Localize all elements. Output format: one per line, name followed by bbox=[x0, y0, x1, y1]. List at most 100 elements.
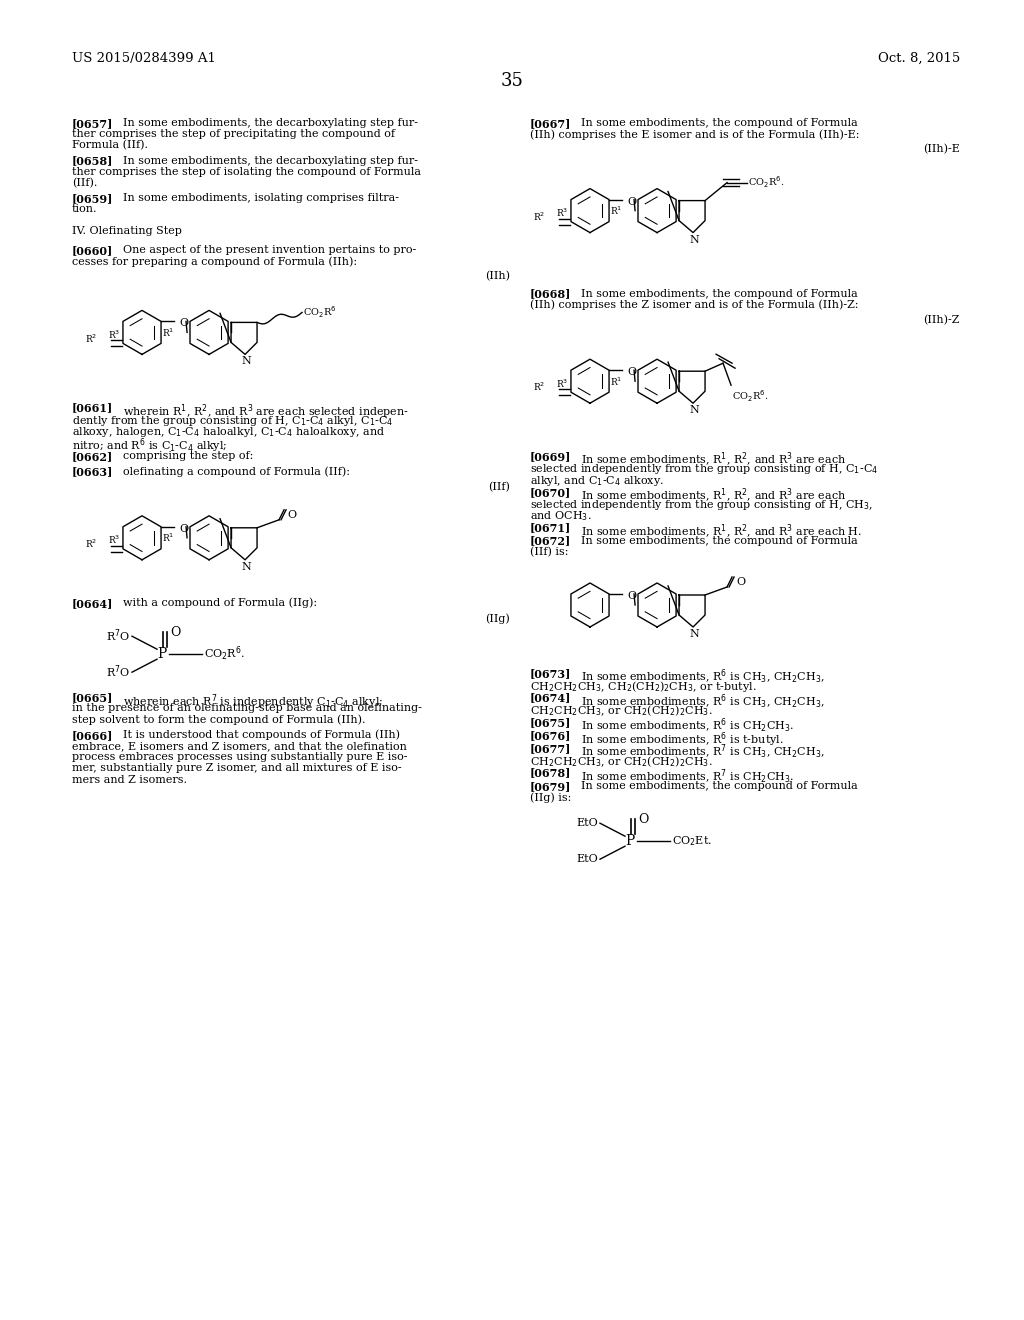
Text: [0658]: [0658] bbox=[72, 156, 114, 166]
Text: O: O bbox=[179, 318, 188, 329]
Text: cesses for preparing a compound of Formula (IIh):: cesses for preparing a compound of Formu… bbox=[72, 256, 357, 267]
Text: In some embodiments, the compound of Formula: In some embodiments, the compound of For… bbox=[574, 781, 858, 791]
Text: olefinating a compound of Formula (IIf):: olefinating a compound of Formula (IIf): bbox=[116, 466, 350, 477]
Text: alkyl, and C$_1$-C$_4$ alkoxy.: alkyl, and C$_1$-C$_4$ alkoxy. bbox=[530, 474, 664, 487]
Text: In some embodiments, R$^1$, R$^2$, and R$^3$ are each H.: In some embodiments, R$^1$, R$^2$, and R… bbox=[574, 523, 862, 541]
Text: mer, substantially pure Z isomer, and all mixtures of E iso-: mer, substantially pure Z isomer, and al… bbox=[72, 763, 401, 774]
Text: N: N bbox=[689, 405, 699, 416]
Text: In some embodiments, R$^7$ is CH$_2$CH$_3$.: In some embodiments, R$^7$ is CH$_2$CH$_… bbox=[574, 768, 795, 785]
Text: [0659]: [0659] bbox=[72, 193, 114, 205]
Text: O: O bbox=[179, 524, 188, 533]
Text: wherein each R$^7$ is independently C$_1$-C$_4$ alkyl;: wherein each R$^7$ is independently C$_1… bbox=[116, 692, 383, 710]
Text: [0679]: [0679] bbox=[530, 781, 571, 792]
Text: CO$_2$R$^6$: CO$_2$R$^6$ bbox=[303, 305, 337, 321]
Text: N: N bbox=[242, 356, 251, 367]
Text: with a compound of Formula (IIg):: with a compound of Formula (IIg): bbox=[116, 598, 317, 609]
Text: [0661]: [0661] bbox=[72, 403, 114, 413]
Text: [0669]: [0669] bbox=[530, 451, 571, 462]
Text: Oct. 8, 2015: Oct. 8, 2015 bbox=[878, 51, 961, 65]
Text: [0671]: [0671] bbox=[530, 523, 571, 533]
Text: In some embodiments, R$^1$, R$^2$, and R$^3$ are each: In some embodiments, R$^1$, R$^2$, and R… bbox=[574, 487, 846, 506]
Text: ther comprises the step of isolating the compound of Formula: ther comprises the step of isolating the… bbox=[72, 166, 421, 177]
Text: [0668]: [0668] bbox=[530, 289, 571, 300]
Text: [0677]: [0677] bbox=[530, 743, 571, 754]
Text: It is understood that compounds of Formula (IIh): It is understood that compounds of Formu… bbox=[116, 730, 400, 741]
Text: R$^3$: R$^3$ bbox=[556, 207, 568, 219]
Text: R$^7$O: R$^7$O bbox=[105, 628, 130, 644]
Text: 35: 35 bbox=[501, 73, 523, 90]
Text: O: O bbox=[638, 813, 648, 826]
Text: R$^1$: R$^1$ bbox=[162, 326, 174, 339]
Text: R$^7$O: R$^7$O bbox=[105, 664, 130, 681]
Text: In some embodiments, R$^7$ is CH$_3$, CH$_2$CH$_3$,: In some embodiments, R$^7$ is CH$_3$, CH… bbox=[574, 743, 824, 762]
Text: In some embodiments, R$^1$, R$^2$, and R$^3$ are each: In some embodiments, R$^1$, R$^2$, and R… bbox=[574, 451, 846, 470]
Text: R$^3$: R$^3$ bbox=[108, 533, 120, 546]
Text: [0663]: [0663] bbox=[72, 466, 114, 478]
Text: (IIf).: (IIf). bbox=[72, 178, 97, 189]
Text: tion.: tion. bbox=[72, 205, 97, 214]
Text: dently from the group consisting of H, C$_1$-C$_4$ alkyl, C$_1$-C$_4$: dently from the group consisting of H, C… bbox=[72, 413, 393, 428]
Text: One aspect of the present invention pertains to pro-: One aspect of the present invention pert… bbox=[116, 244, 416, 255]
Text: [0660]: [0660] bbox=[72, 244, 114, 256]
Text: (IIg) is:: (IIg) is: bbox=[530, 792, 571, 803]
Text: EtO: EtO bbox=[577, 854, 598, 865]
Text: In some embodiments, R$^6$ is t-butyl.: In some embodiments, R$^6$ is t-butyl. bbox=[574, 730, 783, 748]
Text: O: O bbox=[627, 591, 636, 601]
Text: R$^1$: R$^1$ bbox=[162, 532, 174, 544]
Text: O: O bbox=[627, 367, 636, 378]
Text: (IIh) comprises the Z isomer and is of the Formula (IIh)-Z:: (IIh) comprises the Z isomer and is of t… bbox=[530, 300, 858, 310]
Text: In some embodiments, R$^6$ is CH$_3$, CH$_2$CH$_3$,: In some embodiments, R$^6$ is CH$_3$, CH… bbox=[574, 668, 824, 686]
Text: EtO: EtO bbox=[577, 818, 598, 828]
Text: [0674]: [0674] bbox=[530, 693, 571, 704]
Text: [0676]: [0676] bbox=[530, 730, 571, 741]
Text: CO$_2$R$^6$.: CO$_2$R$^6$. bbox=[749, 174, 784, 190]
Text: mers and Z isomers.: mers and Z isomers. bbox=[72, 775, 187, 784]
Text: O: O bbox=[736, 577, 745, 587]
Text: (IIh)-E: (IIh)-E bbox=[923, 144, 961, 154]
Text: O: O bbox=[627, 197, 636, 207]
Text: (IIf): (IIf) bbox=[488, 482, 510, 492]
Text: P: P bbox=[626, 834, 635, 849]
Text: (IIg): (IIg) bbox=[485, 612, 510, 623]
Text: and OCH$_3$.: and OCH$_3$. bbox=[530, 510, 592, 523]
Text: selected independently from the group consisting of H, CH$_3$,: selected independently from the group co… bbox=[530, 498, 873, 512]
Text: R$^2$: R$^2$ bbox=[532, 210, 545, 223]
Text: embrace, E isomers and Z isomers, and that the olefination: embrace, E isomers and Z isomers, and th… bbox=[72, 741, 407, 751]
Text: [0665]: [0665] bbox=[72, 692, 114, 704]
Text: (IIh)-Z: (IIh)-Z bbox=[924, 315, 961, 325]
Text: selected independently from the group consisting of H, C$_1$-C$_4$: selected independently from the group co… bbox=[530, 462, 879, 477]
Text: R$^3$: R$^3$ bbox=[556, 378, 568, 389]
Text: CH$_2$CH$_2$CH$_3$, or CH$_2$(CH$_2$)$_2$CH$_3$.: CH$_2$CH$_2$CH$_3$, or CH$_2$(CH$_2$)$_2… bbox=[530, 755, 713, 770]
Text: R$^1$: R$^1$ bbox=[610, 375, 623, 388]
Text: [0666]: [0666] bbox=[72, 730, 114, 741]
Text: step solvent to form the compound of Formula (IIh).: step solvent to form the compound of For… bbox=[72, 714, 366, 725]
Text: [0664]: [0664] bbox=[72, 598, 114, 609]
Text: In some embodiments, R$^6$ is CH$_3$, CH$_2$CH$_3$,: In some embodiments, R$^6$ is CH$_3$, CH… bbox=[574, 693, 824, 710]
Text: In some embodiments, the compound of Formula: In some embodiments, the compound of For… bbox=[574, 117, 858, 128]
Text: alkoxy, halogen, C$_1$-C$_4$ haloalkyl, C$_1$-C$_4$ haloalkoxy, and: alkoxy, halogen, C$_1$-C$_4$ haloalkyl, … bbox=[72, 425, 385, 438]
Text: In some embodiments, the decarboxylating step fur-: In some embodiments, the decarboxylating… bbox=[116, 156, 418, 165]
Text: (IIh) comprises the E isomer and is of the Formula (IIh)-E:: (IIh) comprises the E isomer and is of t… bbox=[530, 129, 859, 140]
Text: CH$_2$CH$_2$CH$_3$, or CH$_2$(CH$_2$)$_2$CH$_3$.: CH$_2$CH$_2$CH$_3$, or CH$_2$(CH$_2$)$_2… bbox=[530, 704, 713, 718]
Text: CO$_2$Et.: CO$_2$Et. bbox=[672, 834, 712, 849]
Text: R$^2$: R$^2$ bbox=[85, 333, 97, 345]
Text: R$^1$: R$^1$ bbox=[610, 205, 623, 216]
Text: [0657]: [0657] bbox=[72, 117, 114, 129]
Text: In some embodiments, the compound of Formula: In some embodiments, the compound of For… bbox=[574, 289, 858, 298]
Text: N: N bbox=[242, 562, 251, 572]
Text: [0672]: [0672] bbox=[530, 536, 571, 546]
Text: US 2015/0284399 A1: US 2015/0284399 A1 bbox=[72, 51, 216, 65]
Text: R$^2$: R$^2$ bbox=[532, 381, 545, 393]
Text: N: N bbox=[689, 235, 699, 244]
Text: R$^3$: R$^3$ bbox=[108, 329, 120, 341]
Text: N: N bbox=[689, 630, 699, 639]
Text: CH$_2$CH$_2$CH$_3$, CH$_2$(CH$_2$)$_2$CH$_3$, or t-butyl.: CH$_2$CH$_2$CH$_3$, CH$_2$(CH$_2$)$_2$CH… bbox=[530, 680, 757, 694]
Text: in the presence of an olefinating-step base and an olefinating-: in the presence of an olefinating-step b… bbox=[72, 704, 422, 713]
Text: O: O bbox=[287, 510, 296, 520]
Text: IV. Olefinating Step: IV. Olefinating Step bbox=[72, 226, 182, 235]
Text: In some embodiments, isolating comprises filtra-: In some embodiments, isolating comprises… bbox=[116, 193, 399, 203]
Text: [0670]: [0670] bbox=[530, 487, 571, 498]
Text: [0673]: [0673] bbox=[530, 668, 571, 678]
Text: wherein R$^1$, R$^2$, and R$^3$ are each selected indepen-: wherein R$^1$, R$^2$, and R$^3$ are each… bbox=[116, 403, 409, 421]
Text: (IIf) is:: (IIf) is: bbox=[530, 546, 568, 557]
